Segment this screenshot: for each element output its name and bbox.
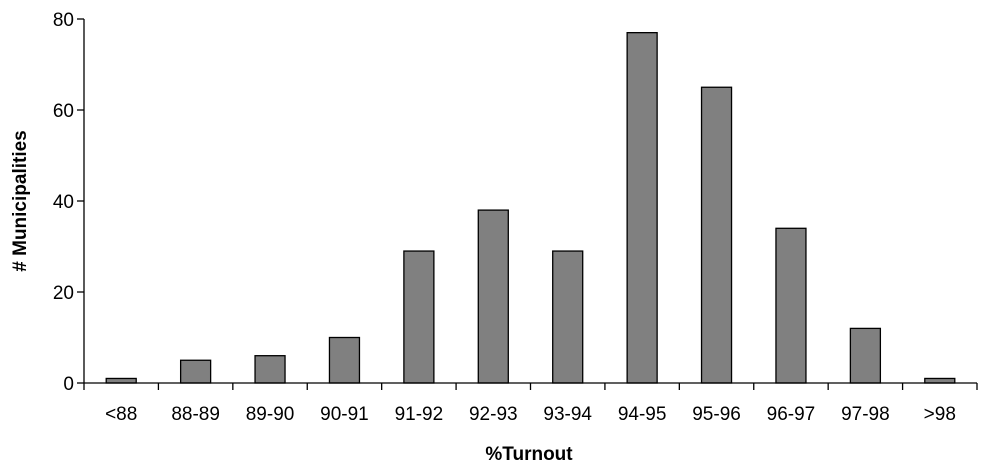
axes-group [83,19,977,384]
x-tick-label-4: 91-92 [395,404,444,425]
x-tick-label-6: 93-94 [543,404,592,425]
y-tick-label-1: 20 [53,283,74,304]
y-axis-title: # Municipalities [10,130,31,271]
bar-0 [105,377,137,384]
x-tick-label-1: 88-89 [171,404,220,425]
bar-2 [254,355,286,384]
bar-7 [626,32,658,384]
x-tick-label-10: 97-98 [841,404,890,425]
bar-1 [179,359,212,384]
bar-3 [328,336,361,384]
x-tick-label-7: 94-95 [618,404,667,425]
bar-11 [924,377,956,384]
y-tick-label-0: 0 [63,374,74,395]
x-tick-label-2: 89-90 [246,404,295,425]
x-tick-label-9: 96-97 [767,404,816,425]
bar-10 [849,327,882,384]
x-tick-label-5: 92-93 [469,404,518,425]
bar-5 [477,209,509,384]
bars-group [105,32,956,384]
y-tick-label-2: 40 [53,192,74,213]
x-tick-label-8: 95-96 [692,404,741,425]
x-tick-label-11: >98 [924,404,956,425]
x-tick-label-3: 90-91 [320,404,369,425]
x-tick-label-0: <88 [105,404,137,425]
bar-6 [552,250,584,384]
y-tick-label-3: 60 [53,101,74,122]
x-axis-title: %Turnout [485,444,573,465]
bar-8 [700,86,733,384]
bar-4 [403,250,435,384]
y-tick-label-4: 80 [53,10,74,31]
y-ticks-group: 0 20 40 60 80 [53,10,84,395]
x-ticks-group: <88 88-89 89-90 90-91 91-92 92-93 93-94 94-95 95… [83,383,978,425]
bar-9 [775,227,807,384]
